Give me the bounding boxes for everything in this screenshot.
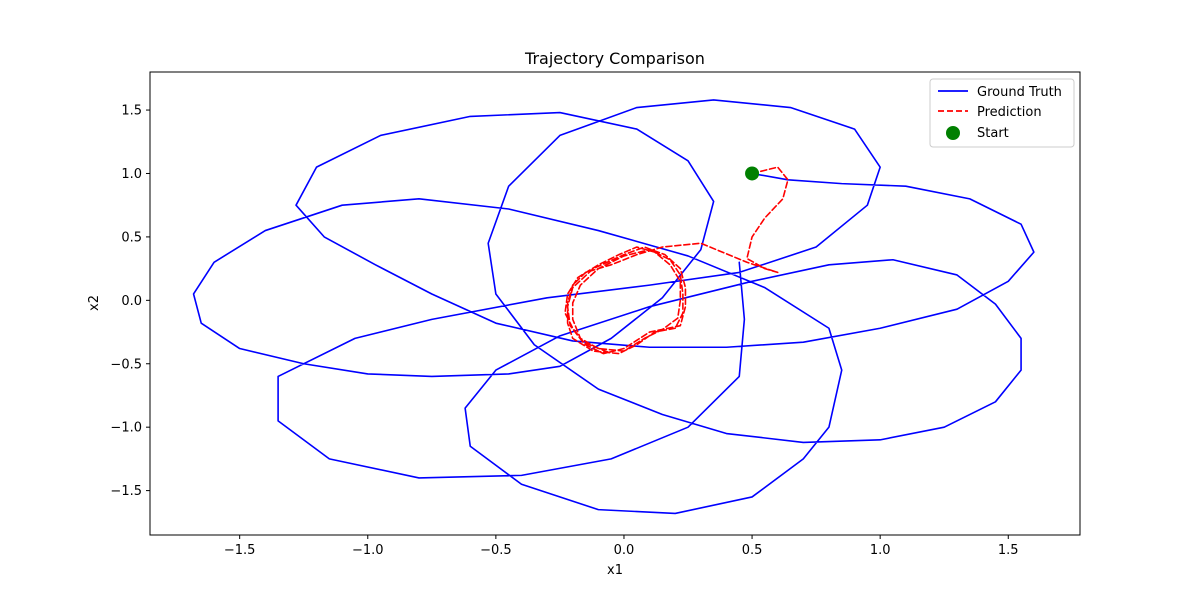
x-tick-label: −0.5 xyxy=(480,543,512,558)
x-tick-label: 1.0 xyxy=(870,543,891,558)
series-line-prediction xyxy=(564,166,789,355)
y-tick-label: 0.0 xyxy=(121,294,142,309)
legend-label-prediction: Prediction xyxy=(977,105,1042,120)
x-tick-label: 0.5 xyxy=(742,543,763,558)
y-tick-label: −1.0 xyxy=(110,421,142,436)
series-line-ground-truth xyxy=(192,99,1035,515)
x-tick-label: −1.5 xyxy=(224,543,256,558)
x-axis-label: x1 xyxy=(607,563,623,578)
x-tick-label: 1.5 xyxy=(998,543,1019,558)
legend-label-start: Start xyxy=(977,126,1009,141)
markers xyxy=(745,166,760,181)
chart-title: Trajectory Comparison xyxy=(524,49,705,68)
y-tick-label: 1.5 xyxy=(121,104,142,119)
axes: −1.5 −1.0 −0.5 0.0 0.5 1.0 1.5 −1.5 −1.0 −0.5 0.0 0… xyxy=(110,104,1018,558)
x-tick-label: −1.0 xyxy=(352,543,384,558)
legend: Ground Truth Prediction Start xyxy=(929,78,1075,148)
start-marker xyxy=(745,166,760,181)
y-tick-label: −1.5 xyxy=(110,484,142,499)
plot-frame xyxy=(149,71,1081,536)
x-tick-label: 0.0 xyxy=(614,543,635,558)
y-tick-label: −0.5 xyxy=(110,357,142,372)
y-tick-label: 1.0 xyxy=(121,167,142,182)
y-axis-label: x2 xyxy=(87,295,102,311)
legend-frame xyxy=(929,78,1075,148)
legend-label-ground-truth: Ground Truth xyxy=(977,85,1062,100)
legend-swatch-start xyxy=(946,126,960,140)
y-tick-label: 0.5 xyxy=(121,230,142,245)
series-area xyxy=(192,99,1035,515)
